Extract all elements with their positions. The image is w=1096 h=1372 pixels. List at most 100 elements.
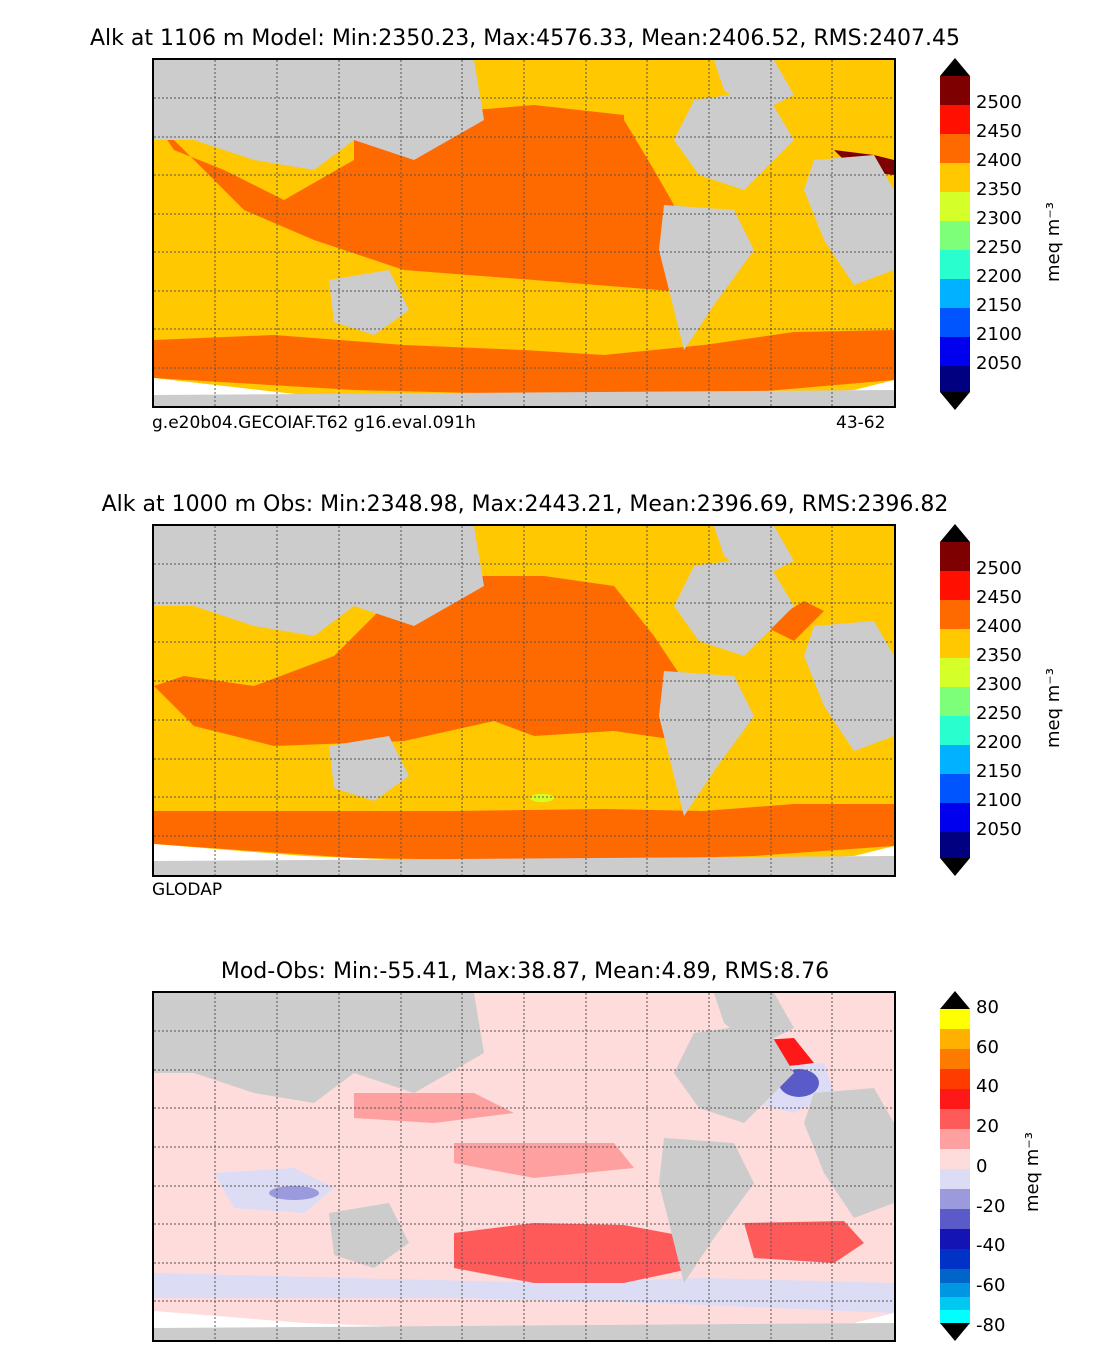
diff-swatch-10 (940, 1209, 970, 1229)
australia-land (329, 270, 409, 335)
obs-tick-label: 2400 (976, 616, 1022, 637)
diff-map (152, 991, 896, 1342)
obs-panel-title: Alk at 1000 m Obs: Min:2348.98, Max:2443… (101, 492, 949, 517)
diff-tick-label: 60 (976, 1037, 999, 1058)
diff-swatch-4 (940, 1089, 970, 1109)
diff-positive-south-atlantic (744, 1221, 864, 1263)
model-tick-label: 2200 (976, 266, 1022, 287)
obs-swatch-10 (940, 832, 970, 858)
diff-swatch-8 (940, 1169, 970, 1189)
model-swatch-9 (940, 337, 970, 366)
model-tick-label: 2150 (976, 295, 1022, 316)
diff-swatch-14 (940, 1283, 970, 1297)
obs-swatch-4 (940, 658, 970, 687)
diff-swatch-15 (940, 1297, 970, 1310)
model-map-canvas (154, 60, 894, 406)
obs-map (152, 524, 896, 877)
model-colorbar-swatches (940, 58, 970, 410)
diff-tick-label: -80 (976, 1315, 1006, 1336)
diff-map-canvas (154, 993, 894, 1340)
north-america-land (674, 90, 794, 190)
obs-low-alk-patch (530, 794, 554, 802)
obs-swatch-3 (940, 629, 970, 658)
model-tick-label: 2050 (976, 353, 1022, 374)
diff-swatch-5 (940, 1109, 970, 1129)
model-swatch-5 (940, 221, 970, 250)
model-map (152, 58, 896, 408)
model-panel-title: Alk at 1106 m Model: Min:2350.23, Max:45… (89, 26, 961, 51)
diff-tick-label: -20 (976, 1196, 1006, 1217)
model-tick-label: 2300 (976, 208, 1022, 229)
obs-swatch-0 (940, 542, 970, 571)
model-tick-label: 2100 (976, 324, 1022, 345)
diff-swatch-7 (940, 1149, 970, 1169)
obs-colorbar-over-arrow (940, 524, 970, 542)
obs-swatch-1 (940, 571, 970, 600)
model-year-range: 43-62 (836, 413, 886, 433)
diff-swatch-13 (940, 1269, 970, 1283)
diff-swatch-16 (940, 1310, 970, 1323)
greenland-land (714, 60, 794, 115)
diff-swatch-12 (940, 1249, 970, 1269)
diff-tick-label: 80 (976, 997, 999, 1018)
obs-tick-label: 2250 (976, 703, 1022, 724)
obs-map-canvas (154, 526, 894, 875)
obs-graticule (154, 526, 894, 875)
obs-tick-label: 2500 (976, 558, 1022, 579)
model-colorbar-under-arrow (940, 392, 970, 410)
diff-colorbar-under-arrow (940, 1323, 970, 1341)
model-swatch-6 (940, 250, 970, 279)
diff-colorbar-unit: meq m⁻³ (1022, 1131, 1043, 1212)
model-tick-label: 2400 (976, 150, 1022, 171)
obs-swatch-5 (940, 687, 970, 716)
obs-tick-label: 2300 (976, 674, 1022, 695)
diff-colorbar (940, 991, 970, 1345)
obs-tick-label: 2350 (976, 645, 1022, 666)
model-tick-label: 2500 (976, 92, 1022, 113)
diff-swatch-11 (940, 1229, 970, 1249)
diff-tick-label: 20 (976, 1116, 999, 1137)
obs-colorbar-unit: meq m⁻³ (1043, 667, 1064, 748)
obs-tick-label: 2150 (976, 761, 1022, 782)
model-swatch-4 (940, 192, 970, 221)
obs-colorbar-under-arrow (940, 858, 970, 876)
model-colorbar (940, 58, 970, 414)
obs-swatch-7 (940, 745, 970, 774)
model-colorbar-unit: meq m⁻³ (1043, 201, 1064, 282)
diff-tick-label: 40 (976, 1076, 999, 1097)
obs-tick-label: 2050 (976, 819, 1022, 840)
model-swatch-3 (940, 163, 970, 192)
obs-swatch-9 (940, 803, 970, 832)
obs-swatch-6 (940, 716, 970, 745)
model-swatch-0 (940, 76, 970, 105)
obs-tick-label: 2450 (976, 587, 1022, 608)
model-swatch-2 (940, 134, 970, 163)
model-tick-label: 2350 (976, 179, 1022, 200)
model-graticule (154, 60, 894, 406)
model-swatch-8 (940, 308, 970, 337)
obs-swatch-8 (940, 774, 970, 803)
eurasia-land (154, 60, 484, 170)
diff-swatch-6 (940, 1129, 970, 1149)
south-america-land (659, 205, 754, 350)
diff-tick-label: -60 (976, 1275, 1006, 1296)
diff-swatch-1 (940, 1029, 970, 1049)
model-colorbar-over-arrow (940, 58, 970, 76)
diff-colorbar-swatches (940, 991, 970, 1341)
obs-tick-label: 2100 (976, 790, 1022, 811)
model-tick-label: 2450 (976, 121, 1022, 142)
model-swatch-10 (940, 366, 970, 392)
obs-region-2400-2450 (154, 576, 694, 746)
obs-dataset-name: GLODAP (152, 880, 223, 900)
model-swatch-7 (940, 279, 970, 308)
diff-swatch-3 (940, 1069, 970, 1089)
obs-tick-label: 2200 (976, 732, 1022, 753)
diff-graticule (154, 993, 894, 1340)
obs-colorbar-swatches (940, 524, 970, 876)
model-swatch-1 (940, 105, 970, 134)
diff-tick-label: 0 (976, 1156, 988, 1177)
diff-panel-title: Mod-Obs: Min:-55.41, Max:38.87, Mean:4.8… (220, 959, 830, 984)
diff-swatch-0 (940, 1009, 970, 1029)
diff-tick-label: -40 (976, 1235, 1006, 1256)
obs-swatch-2 (940, 600, 970, 629)
